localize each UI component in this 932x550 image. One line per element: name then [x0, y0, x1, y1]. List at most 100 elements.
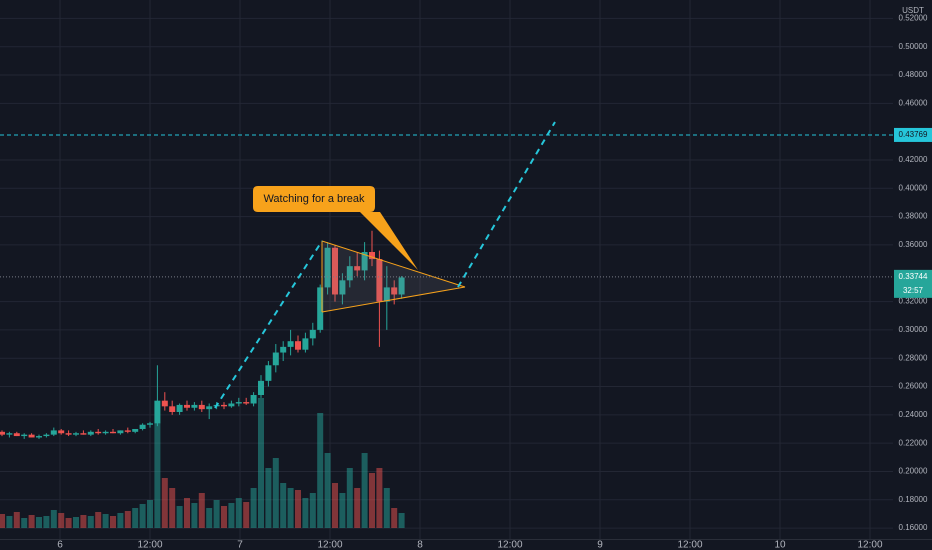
volume-bar	[376, 468, 383, 528]
triangle-edge	[321, 286, 466, 313]
volume-bar	[309, 493, 316, 528]
volume-bar	[346, 468, 353, 528]
x-tick-label: 12:00	[317, 540, 342, 550]
candle-body	[302, 338, 309, 350]
candle-body	[317, 287, 324, 330]
candle-body	[28, 434, 35, 438]
candle-body	[272, 352, 279, 366]
candle-body	[147, 423, 153, 425]
currency: USDT	[902, 6, 924, 15]
candle-body	[376, 259, 383, 302]
triangle-edge	[321, 240, 466, 288]
volume-bar	[250, 488, 257, 528]
candle-body	[0, 431, 5, 435]
volume-bar	[339, 493, 346, 528]
y-tick-label: 0.30000	[899, 325, 928, 334]
candle-body	[154, 400, 161, 424]
volume-bar	[287, 488, 294, 528]
countdown: 32:57	[903, 286, 924, 295]
x-tick-label: 12:00	[857, 540, 882, 550]
candle-body	[235, 402, 242, 404]
y-tick-label: 0.40000	[899, 183, 928, 192]
candle-body	[139, 424, 146, 429]
volume-bar	[324, 453, 331, 528]
volume-bar	[361, 453, 368, 528]
target-label: 0.43769	[899, 130, 928, 139]
y-tick-label: 0.28000	[899, 353, 928, 362]
candle-body	[13, 433, 20, 437]
candle-body	[258, 380, 264, 396]
candle-body	[369, 252, 375, 260]
volume-bar	[243, 502, 250, 528]
x-tick-label: 6	[57, 540, 63, 550]
candle-body	[309, 329, 316, 339]
candle-body	[124, 430, 131, 432]
volume-bar	[132, 508, 139, 528]
volume-bar	[28, 515, 35, 528]
volume-bar	[184, 498, 190, 528]
candle-body	[383, 287, 390, 302]
candle-body	[43, 434, 50, 437]
last-price-box	[894, 269, 932, 298]
candle-body	[346, 266, 353, 281]
y-tick-label: 0.46000	[899, 98, 928, 107]
trend-line	[457, 121, 556, 288]
volume-bar	[0, 514, 5, 528]
x-tick-label: 12:00	[677, 540, 702, 550]
volume-bar	[58, 513, 65, 528]
x-tick-label: 7	[237, 540, 243, 550]
volume-bar	[391, 508, 398, 528]
candle-body	[361, 252, 368, 271]
candle-body	[206, 406, 213, 410]
candle-layer	[0, 230, 405, 439]
y-tick-label: 0.32000	[899, 297, 928, 306]
candle-body	[161, 400, 168, 407]
volume-bar	[302, 498, 309, 528]
candle-body	[132, 428, 139, 432]
volume-bar	[50, 510, 57, 528]
volume-bar	[354, 488, 361, 528]
volume-bar	[36, 517, 42, 528]
volume-bar	[221, 506, 227, 528]
volume-bar	[213, 500, 220, 528]
volume-bar	[191, 503, 198, 528]
candle-body	[287, 341, 294, 347]
volume-bar	[154, 423, 161, 528]
x-tick-label: 10	[774, 540, 786, 550]
volume-bar	[280, 483, 287, 528]
grid	[0, 0, 893, 539]
volume-bar	[369, 473, 375, 528]
x-tick-label: 8	[417, 540, 423, 550]
volume-bar	[6, 516, 13, 528]
volume-bar	[161, 478, 168, 528]
volume-bar	[169, 488, 176, 528]
candle-body	[80, 433, 87, 435]
candle-body	[102, 431, 109, 434]
x-tick-label: 9	[597, 540, 603, 550]
candle-body	[21, 434, 28, 437]
candle-body	[324, 247, 331, 288]
y-tick-label: 0.20000	[899, 467, 928, 476]
y-tick-label: 0.50000	[899, 42, 928, 51]
candle-body	[65, 433, 72, 435]
candle-body	[50, 430, 57, 435]
candle-body	[87, 431, 94, 435]
candle-body	[73, 433, 79, 435]
candle-body	[58, 430, 65, 434]
candle-body	[398, 277, 405, 295]
volume-bar	[139, 504, 146, 528]
volume-bar	[21, 518, 28, 528]
candle-body	[228, 403, 235, 407]
candle-body	[391, 287, 398, 295]
volume-bar	[124, 511, 131, 528]
volume-bar	[43, 516, 50, 528]
volume-bar	[317, 413, 324, 528]
volume-bar	[87, 516, 94, 528]
candle-body	[169, 406, 176, 412]
candle-body	[95, 431, 102, 434]
volume-bar	[235, 498, 242, 528]
trend-line	[214, 240, 323, 409]
candle-body	[176, 404, 183, 412]
y-tick-label: 0.48000	[899, 70, 928, 79]
